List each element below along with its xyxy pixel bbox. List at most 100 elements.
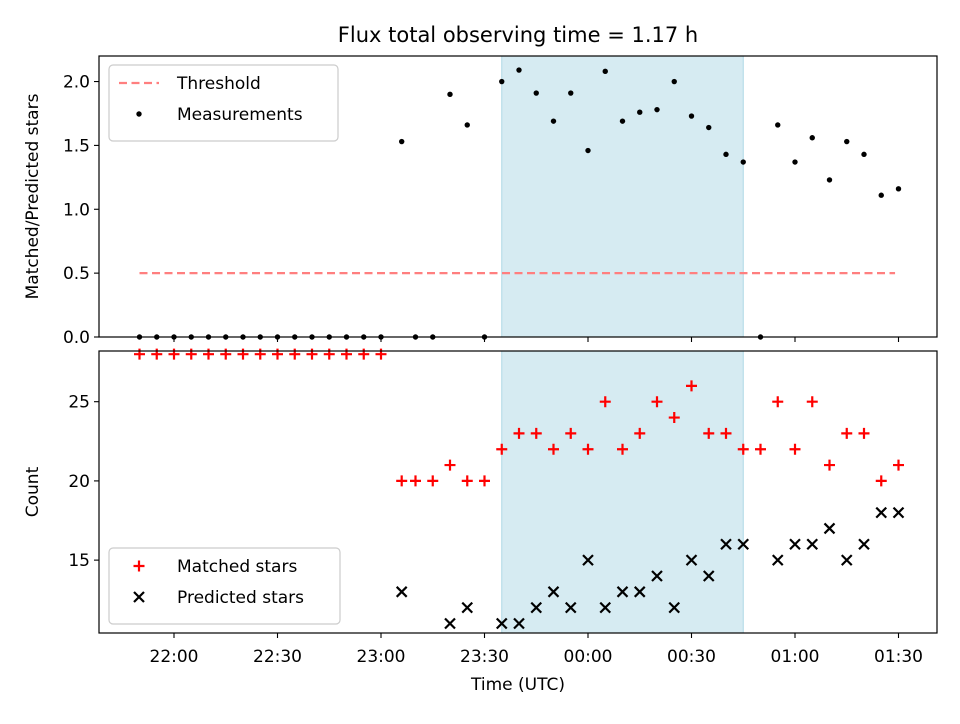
x-tick-label: 01:30 [874,647,923,667]
data-point [237,348,249,360]
data-point [203,348,214,360]
data-point [599,396,611,408]
x-tick-label: 00:00 [564,647,613,667]
data-point [875,475,887,487]
legend-label: Measurements [177,105,303,125]
y-tick-label: 20 [68,472,90,492]
y-tick-label: 1.5 [63,136,90,156]
data-point [823,522,836,535]
x-tick-label: 22:00 [150,647,199,667]
data-point [772,396,784,408]
data-point [323,348,335,360]
data-point [516,67,522,73]
legend: Matched stars Predicted stars [108,547,341,625]
data-point [671,78,677,85]
data-point [602,68,608,75]
data-point [444,617,456,630]
data-point [564,601,577,614]
data-point [806,538,819,551]
data-point [858,538,870,551]
data-point [875,506,888,519]
legend-label: Matched stars [177,557,297,577]
data-point [771,554,784,566]
data-point [686,380,697,392]
data-point [565,427,577,439]
data-point [806,396,818,408]
data-point [585,147,591,154]
legend-box [108,64,339,142]
data-point [395,586,408,598]
data-point [737,443,749,455]
data-point [654,106,660,113]
data-point [220,348,232,360]
series-predicted-stars [395,506,905,630]
data-point [254,348,266,360]
data-point [396,475,408,487]
data-point [892,506,905,519]
legend-swatch [133,591,145,603]
y-tick-label: 0.0 [63,328,90,348]
data-point [427,475,439,487]
top-panel: 0.0 0.5 1.0 1.5 2.0 Matched/Predicted stars Th… [23,55,938,348]
data-point [858,427,870,439]
data-point [410,475,421,487]
data-point [617,443,628,455]
data-point [651,396,663,408]
data-point [633,586,646,598]
data-point [168,348,180,360]
data-point [789,538,801,551]
data-point [568,90,574,96]
data-point [185,348,197,360]
shaded-region [501,55,744,338]
data-point [306,348,318,360]
data-point [668,601,681,614]
data-point [513,427,525,439]
data-point [895,186,902,192]
data-point [495,617,508,630]
data-point [841,427,853,439]
data-point [723,151,729,158]
data-point [634,427,646,439]
legend-label: Threshold [176,74,261,94]
data-point [844,138,850,145]
data-point [444,459,456,471]
x-tick-label: 00:30 [667,647,716,667]
data-point [688,113,695,119]
data-point [668,412,680,424]
data-point [619,118,626,124]
data-point [737,538,750,551]
y-tick-label: 15 [68,551,90,571]
legend-label: Predicted stars [177,588,304,608]
data-point [375,348,387,360]
y-tick-label: 0.5 [63,264,90,284]
y-axis-label: Count [23,466,43,517]
data-point [720,538,732,551]
data-point [582,554,594,566]
data-point [893,459,904,471]
data-point [599,601,612,614]
chart-title: Flux total observing time = 1.17 h [338,23,698,47]
data-point [616,586,629,598]
data-point [399,138,405,145]
data-point [720,427,732,439]
data-point [740,159,746,165]
data-point [550,118,557,124]
data-point [461,475,473,487]
y-tick-label: 2.0 [63,73,90,93]
data-point [792,159,798,165]
data-point [809,135,815,141]
data-point [702,570,715,582]
data-point [861,151,867,158]
data-point [513,617,525,630]
data-point [775,122,781,128]
data-point [341,348,352,360]
bottom-panel: 15 20 25 22:00 22:30 23:00 23:30 00:00 00:30 01:0… [23,348,938,667]
data-point [789,443,801,455]
x-tick-label: 01:00 [771,647,820,667]
x-axis-label: Time (UTC) [470,675,565,695]
data-point [755,443,766,455]
data-point [479,475,490,487]
y-tick-label: 25 [68,393,90,413]
data-point [530,427,542,439]
